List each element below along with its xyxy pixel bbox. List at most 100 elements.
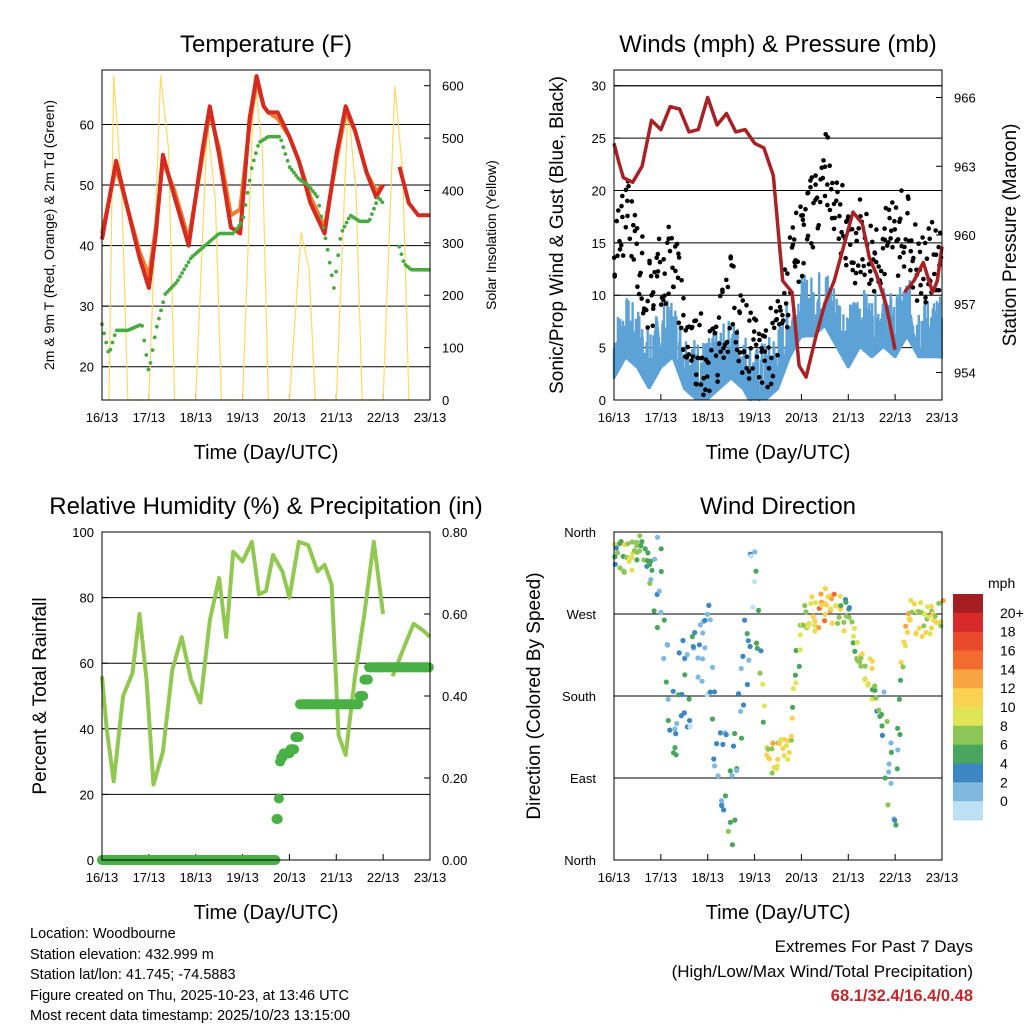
gust-point	[864, 211, 869, 217]
direction-point	[862, 663, 868, 669]
gust-point	[620, 253, 626, 258]
dir-ytick-label: West	[567, 607, 597, 622]
gust-point	[740, 370, 745, 375]
direction-point	[729, 772, 735, 779]
gust-point	[799, 273, 805, 279]
direction-point	[936, 600, 942, 607]
dewpoint-point	[237, 224, 242, 228]
direction-point	[869, 658, 875, 664]
direction-point	[734, 767, 740, 774]
direction-point	[780, 745, 786, 752]
direction-point	[854, 639, 860, 646]
direction-point	[919, 633, 925, 640]
gust-point	[825, 135, 831, 140]
direction-point	[896, 696, 903, 702]
temp-xtick-label: 17/13	[133, 410, 166, 425]
gust-point	[816, 223, 821, 228]
direction-point	[721, 807, 727, 813]
direction-point	[717, 730, 724, 736]
gust-point	[810, 245, 816, 250]
gust-point	[647, 260, 652, 266]
direction-point	[730, 743, 737, 749]
gust-point	[733, 340, 739, 345]
direction-point	[881, 689, 887, 695]
direction-point	[893, 822, 899, 828]
direction-point	[617, 565, 623, 571]
gust-point	[747, 318, 752, 323]
temp-y2tick-label: 500	[442, 131, 464, 146]
sonic-wind-mark	[892, 307, 896, 358]
direction-point	[792, 672, 799, 678]
direction-point	[672, 745, 678, 751]
gust-point	[736, 358, 741, 364]
gust-point	[667, 248, 673, 254]
gust-point	[662, 271, 667, 277]
sonic-wind-mark	[928, 327, 931, 359]
sonic-wind-mark	[623, 329, 626, 360]
gust-point	[751, 337, 756, 342]
gust-point	[803, 206, 808, 212]
gust-point	[706, 360, 711, 366]
gust-point	[728, 255, 733, 261]
gust-point	[631, 257, 637, 262]
dewpoint-point	[315, 194, 319, 199]
gust-point	[854, 238, 859, 244]
rh-ylabel-left: Percent & Total Rainfall	[30, 597, 51, 794]
gust-point	[762, 349, 768, 354]
dewpoint-point	[327, 260, 332, 265]
gust-point	[913, 222, 918, 227]
gust-point	[685, 344, 691, 350]
gust-point	[886, 207, 892, 213]
direction-point	[895, 725, 901, 731]
direction-point	[774, 766, 780, 772]
direction-point	[754, 645, 760, 652]
gust-point	[725, 349, 731, 355]
sonic-wind-mark	[781, 321, 784, 377]
gust-point	[632, 212, 638, 218]
gust-point	[721, 355, 726, 361]
sonic-wind-mark	[643, 352, 646, 381]
gust-point	[892, 218, 897, 224]
gust-point	[917, 249, 923, 255]
direction-point	[686, 696, 692, 702]
direction-point	[621, 569, 627, 575]
legend-label: 6	[1000, 737, 1008, 753]
sonic-wind-mark	[802, 337, 805, 338]
gust-point	[813, 182, 818, 187]
sonic-wind-mark	[812, 292, 815, 337]
direction-point	[729, 842, 736, 848]
temp-ytick-label: 40	[80, 239, 94, 254]
direction-point	[916, 625, 922, 631]
dewpoint-point	[239, 221, 244, 226]
direction-point	[707, 689, 713, 695]
dewpoint-point	[283, 152, 288, 156]
gust-point	[725, 284, 731, 290]
gust-point	[922, 240, 928, 246]
direction-point	[886, 769, 892, 775]
dir-xtick-label: 17/13	[645, 870, 678, 885]
gust-point	[831, 226, 837, 232]
direction-point	[846, 614, 852, 620]
sonic-wind-mark	[629, 320, 633, 363]
gust-point	[670, 265, 675, 271]
gust-point	[716, 341, 722, 347]
dir-panel: Wind Direction Time (Day/UTC) 16/13 17/13 18…	[524, 493, 1024, 924]
direction-point	[732, 817, 738, 823]
gust-point	[720, 289, 725, 295]
sonic-wind-mark	[872, 356, 875, 358]
gust-point	[654, 255, 659, 261]
gust-point	[644, 307, 649, 313]
direction-point	[674, 720, 680, 727]
dewpoint-point	[243, 203, 248, 207]
gust-point	[805, 190, 810, 196]
dewpoint-point	[397, 244, 402, 249]
gust-point	[619, 203, 624, 209]
gust-point	[856, 226, 861, 231]
gust-point	[681, 296, 686, 301]
gust-point	[809, 241, 814, 246]
gust-point	[716, 315, 722, 320]
dewpoint-point	[346, 216, 351, 221]
gust-point	[645, 298, 650, 304]
direction-point	[788, 737, 795, 743]
rh-y2tick-label: 0.20	[442, 771, 467, 786]
